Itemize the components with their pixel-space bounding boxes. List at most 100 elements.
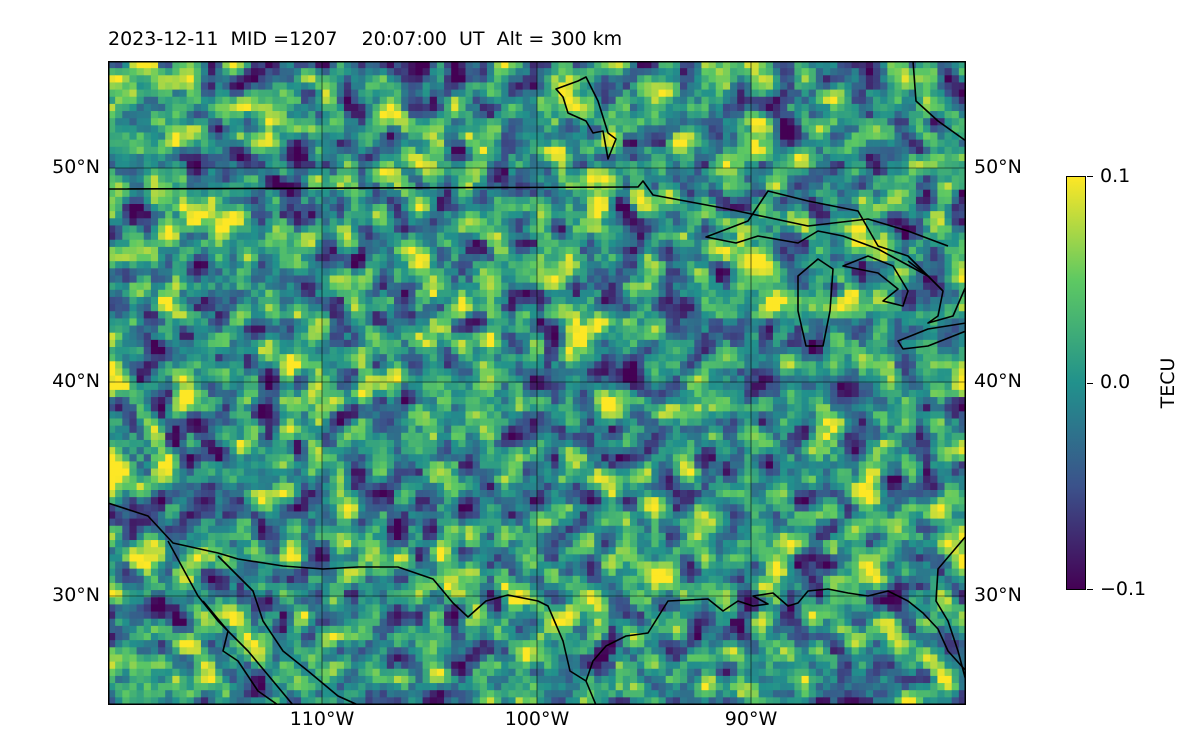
heatmap-cell <box>386 175 395 183</box>
heatmap-cell <box>544 347 552 355</box>
heatmap-cell <box>150 75 159 83</box>
heatmap-cell <box>837 89 845 98</box>
heatmap-cell <box>923 332 931 341</box>
heatmap-cell <box>365 246 373 255</box>
heatmap-cell <box>372 347 381 355</box>
heatmap-cell <box>122 275 130 284</box>
heatmap-cell <box>730 332 738 341</box>
heatmap-cell <box>501 218 509 226</box>
heatmap-cell <box>222 246 230 255</box>
heatmap-cell <box>830 246 838 255</box>
heatmap-cell <box>715 89 724 98</box>
heatmap-cell <box>486 304 495 312</box>
heatmap-cell <box>951 82 960 90</box>
heatmap-cell <box>644 232 652 241</box>
heatmap-cell <box>651 61 659 69</box>
heatmap-cell <box>744 61 752 69</box>
heatmap-cell <box>579 211 588 219</box>
heatmap-cell <box>243 204 252 212</box>
heatmap-cell <box>108 68 116 76</box>
heatmap-cell <box>508 289 516 298</box>
heatmap-cell <box>265 168 273 176</box>
heatmap-cell <box>608 325 617 334</box>
heatmap-cell <box>958 311 966 319</box>
heatmap-cell <box>665 175 674 183</box>
heatmap-cell <box>637 296 645 305</box>
heatmap-cell <box>758 61 767 69</box>
heatmap-cell <box>772 332 781 341</box>
heatmap-cell <box>780 89 788 98</box>
heatmap-cell <box>265 254 273 262</box>
heatmap-cell <box>415 318 423 326</box>
heatmap-cell <box>894 211 903 219</box>
heatmap-cell <box>401 232 409 241</box>
heatmap-cell <box>115 146 123 155</box>
heatmap-cell <box>572 96 581 105</box>
heatmap-cell <box>229 125 238 133</box>
heatmap-cell <box>808 339 817 348</box>
heatmap-cell <box>494 196 502 205</box>
heatmap-cell <box>351 275 359 284</box>
heatmap-cell <box>651 311 659 319</box>
heatmap-cell <box>365 289 373 298</box>
heatmap-cell <box>601 82 609 90</box>
heatmap-cell <box>415 96 423 105</box>
heatmap-cell <box>200 75 209 83</box>
heatmap-cell <box>558 347 566 355</box>
heatmap-cell <box>801 139 810 148</box>
heatmap-cell <box>451 82 459 90</box>
heatmap-cell <box>701 175 709 183</box>
heatmap-cell <box>272 68 280 76</box>
heatmap-cell <box>293 304 302 312</box>
heatmap-cell <box>236 175 245 183</box>
heatmap-cell <box>379 153 388 162</box>
heatmap-cell <box>265 182 273 191</box>
heatmap-cell <box>801 168 810 176</box>
heatmap-cell <box>322 146 331 155</box>
heatmap-cell <box>680 139 688 148</box>
heatmap-cell <box>301 218 309 226</box>
heatmap-cell <box>200 304 209 312</box>
heatmap-cell <box>501 111 509 119</box>
heatmap-cell <box>665 304 674 312</box>
heatmap-cell <box>737 182 745 191</box>
heatmap-cell <box>894 325 903 334</box>
heatmap-cell <box>722 118 731 126</box>
heatmap-cell <box>308 61 316 69</box>
heatmap-cell <box>908 204 917 212</box>
heatmap-cell <box>944 318 953 326</box>
heatmap-cell <box>451 354 459 362</box>
heatmap-cell <box>730 318 738 326</box>
heatmap-cell <box>951 339 960 348</box>
heatmap-cell <box>601 75 609 83</box>
heatmap-cell <box>587 103 595 112</box>
heatmap-cell <box>637 254 645 262</box>
heatmap-cell <box>901 61 910 69</box>
heatmap-cell <box>472 125 481 133</box>
heatmap-cell <box>279 254 288 262</box>
heatmap-cell <box>730 268 738 276</box>
heatmap-cell <box>608 153 617 162</box>
heatmap-cell <box>129 218 137 226</box>
heatmap-cell <box>322 318 331 326</box>
heatmap-cell <box>408 96 416 105</box>
heatmap-cell <box>701 275 709 284</box>
heatmap-cell <box>594 246 602 255</box>
heatmap-cell <box>394 261 402 269</box>
heatmap-cell <box>551 225 559 233</box>
heatmap-cell <box>615 211 624 219</box>
heatmap-cell <box>815 75 824 83</box>
heatmap-cell <box>923 304 931 312</box>
heatmap-cell <box>930 204 938 212</box>
heatmap-cell <box>272 304 280 312</box>
heatmap-cell <box>465 246 474 255</box>
heatmap-cell <box>258 182 266 191</box>
heatmap-cell <box>751 82 760 90</box>
heatmap-cell <box>522 75 531 83</box>
heatmap-cell <box>279 89 288 98</box>
heatmap-cell <box>851 182 860 191</box>
heatmap-cell <box>193 246 202 255</box>
heatmap-cell <box>873 118 881 126</box>
heatmap-cell <box>708 275 717 284</box>
heatmap-cell <box>372 189 381 198</box>
